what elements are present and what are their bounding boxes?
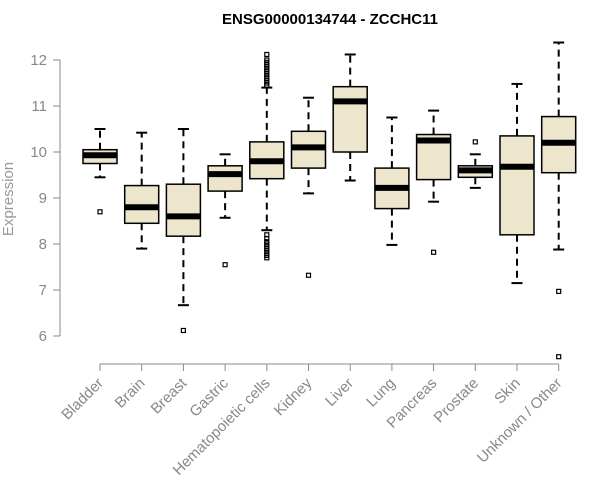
x-tick-label: Prostate xyxy=(431,375,483,427)
box-group xyxy=(82,128,118,215)
box xyxy=(165,183,202,237)
y-tick-label: 8 xyxy=(39,236,47,253)
x-tick-label: Brain xyxy=(112,375,149,412)
box-group xyxy=(415,109,452,255)
y-axis: 6 7 8 9 10 11 12 xyxy=(30,52,61,345)
outlier-point xyxy=(264,239,270,245)
outlier-point xyxy=(472,139,478,145)
box-group xyxy=(290,96,327,278)
outlier-point xyxy=(264,232,270,238)
box-group xyxy=(165,128,202,334)
outlier-point xyxy=(264,51,270,58)
box-group xyxy=(123,131,160,250)
y-tick-label: 6 xyxy=(39,328,47,345)
box-group xyxy=(540,41,577,360)
outlier-point xyxy=(556,288,562,294)
y-tick-label: 10 xyxy=(30,144,47,161)
x-tick-label: Kidney xyxy=(271,374,316,419)
x-tick-label: Skin xyxy=(491,375,524,408)
y-tick-label: 11 xyxy=(31,98,47,115)
x-tick-label: Lung xyxy=(363,375,399,411)
outlier-point xyxy=(97,209,103,215)
x-tick-label: Bladder xyxy=(58,375,107,424)
y-axis-label: Expression xyxy=(0,162,17,236)
outlier-point xyxy=(222,262,228,268)
box-group xyxy=(457,139,494,189)
chart-title: ENSG00000134744 - ZCCHC11 xyxy=(222,11,438,28)
outlier-point xyxy=(556,354,562,360)
box xyxy=(332,85,368,153)
box-group xyxy=(249,51,285,261)
box xyxy=(499,135,535,236)
outlier-point xyxy=(305,272,312,278)
x-tick-label: Liver xyxy=(322,375,357,410)
outlier-point xyxy=(264,57,270,63)
y-tick-label: 9 xyxy=(39,190,47,207)
box-group xyxy=(207,153,243,268)
box xyxy=(207,165,243,192)
box-group xyxy=(332,53,368,182)
y-tick-label: 12 xyxy=(30,52,47,69)
boxes xyxy=(82,41,577,360)
outlier-point xyxy=(180,327,186,334)
box-group xyxy=(374,116,410,246)
outlier-point xyxy=(431,249,437,255)
x-tick-label: Breast xyxy=(148,374,191,417)
y-tick-label: 7 xyxy=(39,282,47,299)
box-group xyxy=(499,82,535,285)
